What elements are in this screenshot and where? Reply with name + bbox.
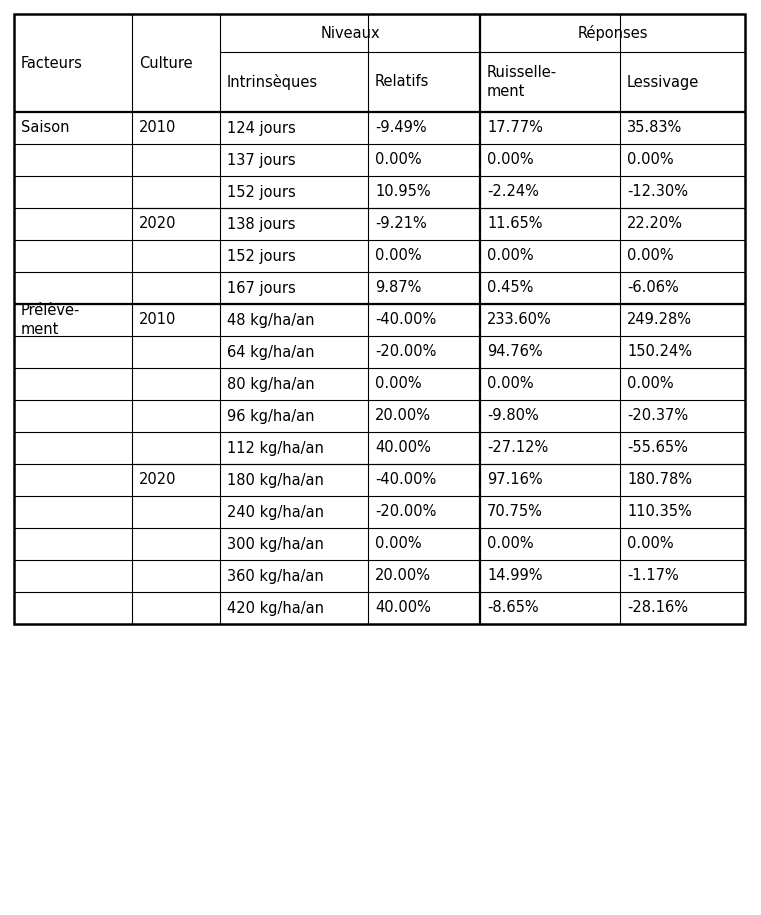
Text: 0.00%: 0.00% bbox=[375, 153, 422, 167]
Text: 22.20%: 22.20% bbox=[627, 217, 683, 231]
Text: 70.75%: 70.75% bbox=[487, 504, 543, 520]
Text: 0.00%: 0.00% bbox=[627, 376, 673, 392]
Text: 10.95%: 10.95% bbox=[375, 185, 431, 199]
Text: -1.17%: -1.17% bbox=[627, 568, 679, 584]
Text: -55.65%: -55.65% bbox=[627, 440, 688, 456]
Text: 40.00%: 40.00% bbox=[375, 600, 431, 616]
Text: 0.00%: 0.00% bbox=[627, 536, 673, 552]
Text: 2010: 2010 bbox=[139, 121, 177, 135]
Text: 0.45%: 0.45% bbox=[487, 281, 533, 296]
Text: 0.00%: 0.00% bbox=[487, 153, 533, 167]
Text: 152 jours: 152 jours bbox=[227, 249, 296, 264]
Text: 2020: 2020 bbox=[139, 217, 177, 231]
Text: -9.49%: -9.49% bbox=[375, 121, 427, 135]
Text: 180 kg/ha/an: 180 kg/ha/an bbox=[227, 472, 324, 488]
Text: 0.00%: 0.00% bbox=[627, 153, 673, 167]
Text: Niveaux: Niveaux bbox=[320, 26, 380, 40]
Text: 360 kg/ha/an: 360 kg/ha/an bbox=[227, 568, 323, 584]
Text: 48 kg/ha/an: 48 kg/ha/an bbox=[227, 313, 314, 328]
Text: Saison: Saison bbox=[21, 121, 69, 135]
Text: 300 kg/ha/an: 300 kg/ha/an bbox=[227, 536, 324, 552]
Text: 40.00%: 40.00% bbox=[375, 440, 431, 456]
Text: Ruisselle-
ment: Ruisselle- ment bbox=[487, 65, 557, 99]
Text: -8.65%: -8.65% bbox=[487, 600, 539, 616]
Text: -20.00%: -20.00% bbox=[375, 345, 436, 360]
Text: Réponses: Réponses bbox=[578, 25, 648, 41]
Text: -20.00%: -20.00% bbox=[375, 504, 436, 520]
Text: 0.00%: 0.00% bbox=[375, 536, 422, 552]
Text: Intrinsèques: Intrinsèques bbox=[227, 74, 318, 90]
Text: -9.80%: -9.80% bbox=[487, 408, 539, 424]
Text: 35.83%: 35.83% bbox=[627, 121, 683, 135]
Text: 20.00%: 20.00% bbox=[375, 408, 431, 424]
Text: 233.60%: 233.60% bbox=[487, 313, 552, 328]
Text: Relatifs: Relatifs bbox=[375, 74, 429, 90]
Text: Culture: Culture bbox=[139, 56, 193, 70]
Bar bbox=[14, 14, 745, 624]
Text: 249.28%: 249.28% bbox=[627, 313, 692, 328]
Text: Prélève-
ment: Prélève- ment bbox=[21, 303, 81, 337]
Text: 2010: 2010 bbox=[139, 313, 177, 328]
Text: 152 jours: 152 jours bbox=[227, 185, 296, 199]
Text: 97.16%: 97.16% bbox=[487, 472, 543, 488]
Text: 420 kg/ha/an: 420 kg/ha/an bbox=[227, 600, 324, 616]
Text: 80 kg/ha/an: 80 kg/ha/an bbox=[227, 376, 314, 392]
Text: 94.76%: 94.76% bbox=[487, 345, 543, 360]
Text: Facteurs: Facteurs bbox=[21, 56, 83, 70]
Text: 150.24%: 150.24% bbox=[627, 345, 692, 360]
Text: 0.00%: 0.00% bbox=[487, 376, 533, 392]
Text: 110.35%: 110.35% bbox=[627, 504, 692, 520]
Text: 180.78%: 180.78% bbox=[627, 472, 692, 488]
Text: -27.12%: -27.12% bbox=[487, 440, 548, 456]
Text: -6.06%: -6.06% bbox=[627, 281, 679, 296]
Text: 0.00%: 0.00% bbox=[487, 249, 533, 264]
Text: 17.77%: 17.77% bbox=[487, 121, 543, 135]
Text: 240 kg/ha/an: 240 kg/ha/an bbox=[227, 504, 324, 520]
Text: -2.24%: -2.24% bbox=[487, 185, 539, 199]
Text: 20.00%: 20.00% bbox=[375, 568, 431, 584]
Text: 0.00%: 0.00% bbox=[375, 376, 422, 392]
Text: 124 jours: 124 jours bbox=[227, 121, 296, 135]
Text: 138 jours: 138 jours bbox=[227, 217, 295, 231]
Text: 112 kg/ha/an: 112 kg/ha/an bbox=[227, 440, 324, 456]
Text: 167 jours: 167 jours bbox=[227, 281, 296, 296]
Text: 11.65%: 11.65% bbox=[487, 217, 543, 231]
Text: 0.00%: 0.00% bbox=[375, 249, 422, 264]
Text: 14.99%: 14.99% bbox=[487, 568, 543, 584]
Text: -12.30%: -12.30% bbox=[627, 185, 688, 199]
Text: -9.21%: -9.21% bbox=[375, 217, 427, 231]
Text: -20.37%: -20.37% bbox=[627, 408, 688, 424]
Text: 0.00%: 0.00% bbox=[487, 536, 533, 552]
Text: 64 kg/ha/an: 64 kg/ha/an bbox=[227, 345, 314, 360]
Text: -40.00%: -40.00% bbox=[375, 472, 436, 488]
Text: Lessivage: Lessivage bbox=[627, 74, 699, 90]
Text: -28.16%: -28.16% bbox=[627, 600, 688, 616]
Text: 9.87%: 9.87% bbox=[375, 281, 422, 296]
Text: 2020: 2020 bbox=[139, 472, 177, 488]
Text: -40.00%: -40.00% bbox=[375, 313, 436, 328]
Text: 137 jours: 137 jours bbox=[227, 153, 295, 167]
Text: 0.00%: 0.00% bbox=[627, 249, 673, 264]
Text: 96 kg/ha/an: 96 kg/ha/an bbox=[227, 408, 314, 424]
